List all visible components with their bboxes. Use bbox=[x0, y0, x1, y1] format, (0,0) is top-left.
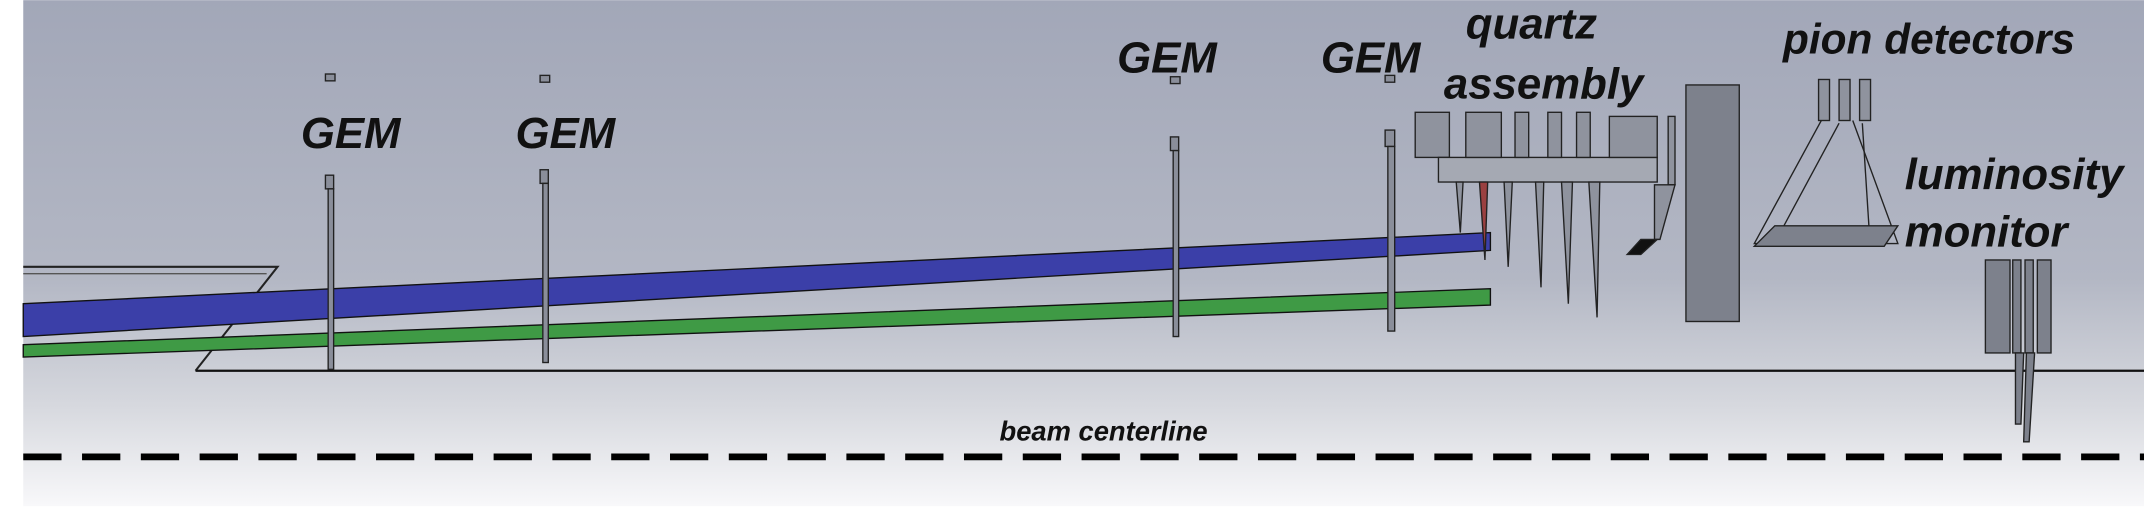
gem-label: GEM bbox=[1321, 34, 1422, 83]
lumi-label: luminosity bbox=[1905, 150, 2126, 199]
gem-label: GEM bbox=[515, 109, 616, 158]
green-envelope bbox=[22, 287, 1492, 358]
pion-label: pion detectors bbox=[1782, 15, 2075, 62]
luminosity-monitor bbox=[1984, 259, 2052, 443]
gem-label: GEM bbox=[301, 109, 402, 158]
gem-label: GEM bbox=[1117, 34, 1218, 83]
gem-stations bbox=[324, 73, 1396, 371]
quartz-label: quartz bbox=[1466, 0, 1597, 48]
pion-detectors bbox=[1752, 78, 1900, 247]
beam-label: beam centerline bbox=[1000, 415, 1208, 446]
lumi-label: monitor bbox=[1905, 207, 2071, 256]
shield-block bbox=[1685, 84, 1740, 323]
quartz-assembly bbox=[1414, 111, 1676, 318]
entry-wedge bbox=[23, 265, 280, 372]
quartz-label: assembly bbox=[1444, 60, 1646, 109]
blue-envelope bbox=[22, 231, 1492, 338]
